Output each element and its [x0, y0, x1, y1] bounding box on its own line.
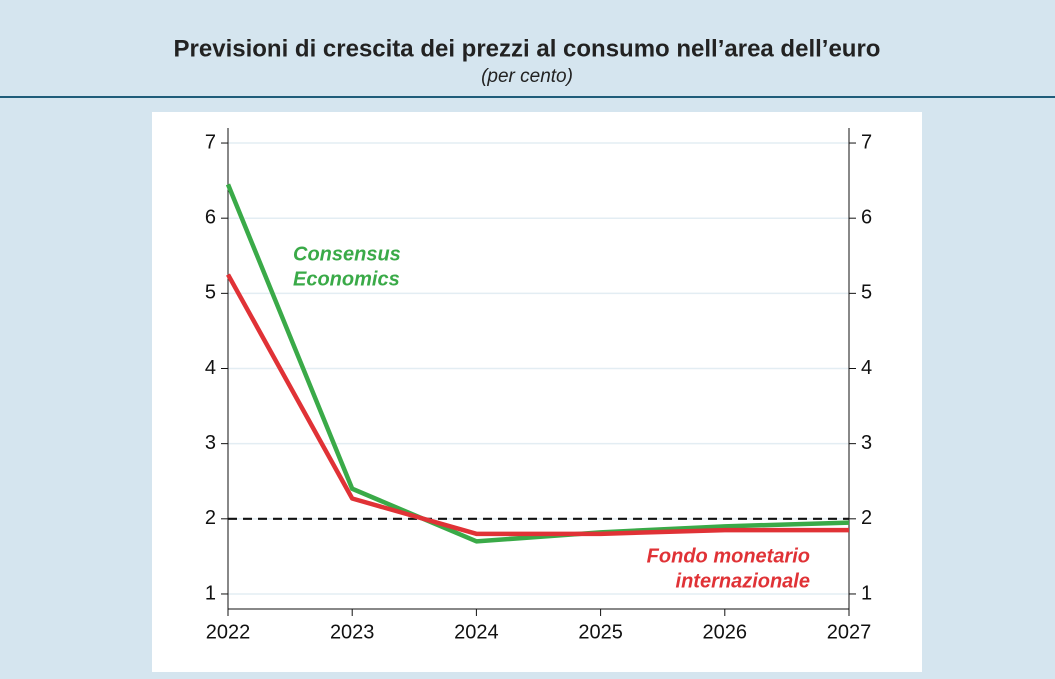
series-line	[225, 183, 850, 544]
y2-tick-label: 6	[861, 206, 872, 228]
plot-panel	[152, 112, 922, 672]
chart-subtitle: (per cento)	[481, 66, 573, 87]
y-tick-label: 4	[205, 357, 216, 379]
y-tick-label: 7	[205, 131, 216, 153]
series-label: internazionale	[676, 570, 810, 592]
x-tick-label: 2023	[330, 621, 375, 643]
chart-title: Previsioni di crescita dei prezzi al con…	[174, 35, 881, 62]
x-tick-label: 2027	[827, 621, 872, 643]
y2-tick-label: 3	[861, 432, 872, 454]
y-tick-label: 5	[205, 282, 216, 304]
x-tick-label: 2026	[703, 621, 748, 643]
x-tick-label: 2022	[206, 621, 251, 643]
x-tick-label: 2024	[454, 621, 499, 643]
y-tick-label: 1	[205, 582, 216, 604]
x-tick-label: 2025	[578, 621, 623, 643]
y-tick-label: 6	[205, 206, 216, 228]
y2-tick-label: 1	[861, 582, 872, 604]
y2-tick-label: 7	[861, 131, 872, 153]
series-label: Fondo monetario	[647, 545, 810, 567]
y2-tick-label: 5	[861, 282, 872, 304]
y2-tick-label: 4	[861, 357, 872, 379]
series-label: Consensus	[293, 243, 401, 265]
y-tick-label: 2	[205, 507, 216, 529]
y2-tick-label: 2	[861, 507, 872, 529]
series-line	[226, 273, 849, 537]
series-label: Economics	[293, 268, 400, 290]
y-tick-label: 3	[205, 432, 216, 454]
